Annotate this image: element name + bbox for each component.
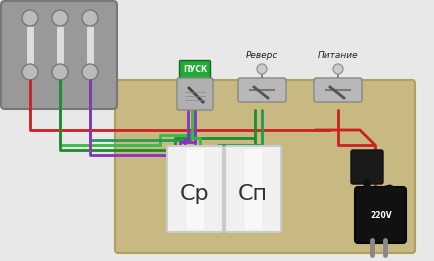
Text: 220V: 220V	[370, 211, 392, 220]
Circle shape	[82, 10, 98, 26]
Circle shape	[22, 10, 38, 26]
FancyBboxPatch shape	[351, 150, 383, 184]
Text: ПУСК: ПУСК	[183, 66, 207, 74]
Text: Питание: Питание	[318, 50, 358, 60]
Bar	[26, 26, 34, 68]
FancyBboxPatch shape	[115, 80, 415, 253]
FancyBboxPatch shape	[355, 187, 406, 243]
Bar	[187, 150, 203, 228]
Text: Реверс: Реверс	[246, 50, 278, 60]
FancyBboxPatch shape	[167, 146, 223, 232]
FancyBboxPatch shape	[238, 78, 286, 102]
Circle shape	[82, 64, 98, 80]
Circle shape	[52, 10, 68, 26]
FancyBboxPatch shape	[180, 61, 210, 80]
Text: Ср: Ср	[180, 184, 210, 204]
FancyBboxPatch shape	[1, 1, 117, 109]
FancyBboxPatch shape	[177, 78, 213, 110]
Circle shape	[52, 64, 68, 80]
Bar	[245, 150, 261, 228]
Bar	[86, 26, 94, 68]
Circle shape	[257, 64, 267, 74]
FancyBboxPatch shape	[314, 78, 362, 102]
Circle shape	[22, 64, 38, 80]
FancyBboxPatch shape	[225, 146, 281, 232]
Circle shape	[333, 64, 343, 74]
Text: Сп: Сп	[238, 184, 268, 204]
Bar	[56, 26, 64, 68]
